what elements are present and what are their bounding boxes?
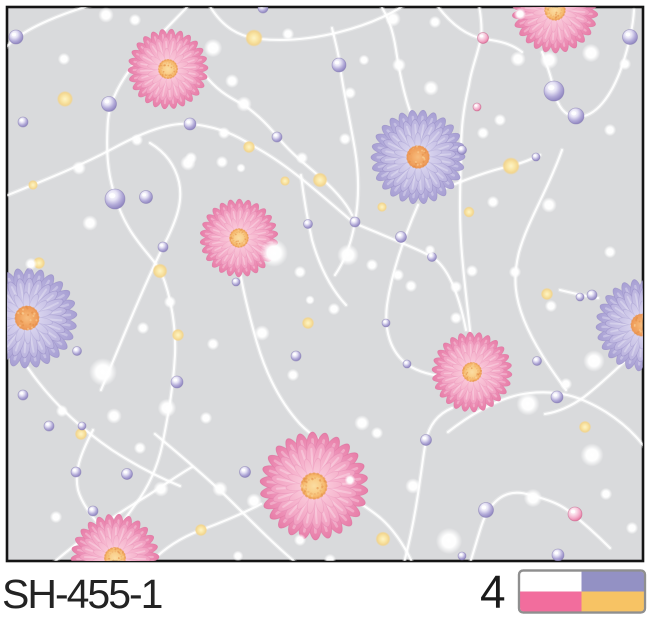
svg-text:SH-455-1: SH-455-1 [2, 571, 162, 617]
svg-text:4: 4 [480, 566, 506, 618]
